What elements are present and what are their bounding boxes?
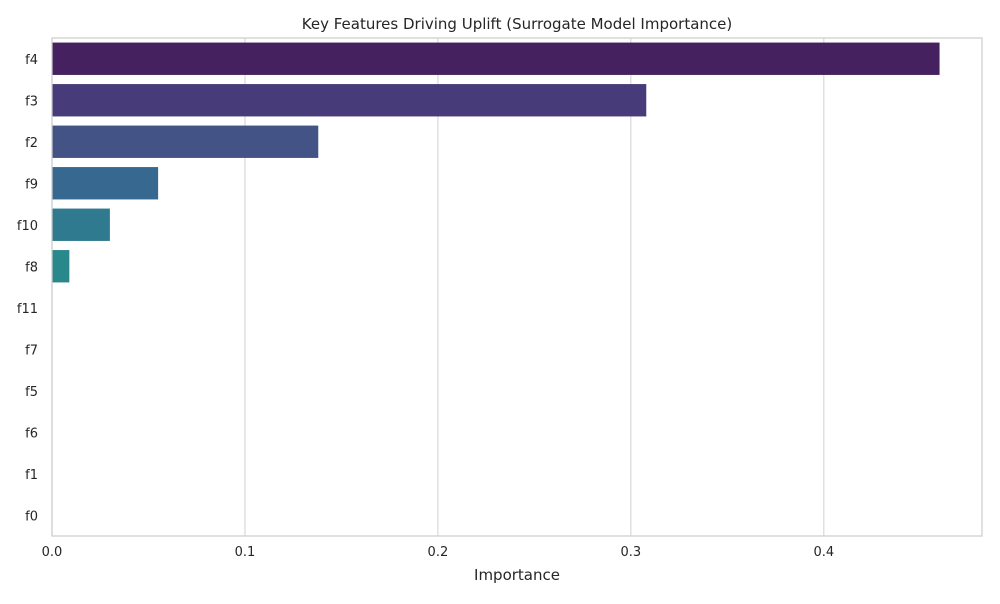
y-tick-label-f8: f8 — [25, 260, 38, 275]
y-tick-label-f4: f4 — [25, 53, 38, 68]
y-tick-label-f0: f0 — [25, 509, 38, 524]
y-tick-label-f3: f3 — [25, 94, 38, 109]
y-tick-label-f10: f10 — [17, 219, 38, 234]
y-tick-labels: f4 f3 f2 f9 f10 f8 f11 f7 f5 f6 f1 f0 — [17, 53, 38, 525]
bar-f2 — [52, 125, 319, 158]
x-tick-label: 0.0 — [42, 545, 63, 560]
x-tick-label: 0.4 — [813, 545, 834, 560]
x-tick-label: 0.2 — [428, 545, 449, 560]
y-tick-label-f9: f9 — [25, 177, 38, 192]
y-tick-label-f1: f1 — [25, 468, 38, 483]
bar-f9 — [52, 167, 159, 200]
bar-f10 — [52, 208, 110, 241]
y-tick-label-f2: f2 — [25, 136, 38, 151]
y-tick-label-f11: f11 — [17, 302, 38, 317]
y-tick-label-f7: f7 — [25, 343, 38, 358]
x-tick-label: 0.3 — [620, 545, 641, 560]
x-axis-label: Importance — [474, 566, 560, 584]
plot-frame — [51, 37, 983, 537]
y-tick-label-f5: f5 — [25, 385, 38, 400]
chart-title: Key Features Driving Uplift (Surrogate M… — [302, 15, 732, 33]
bar-f4 — [52, 42, 940, 75]
bars — [52, 42, 940, 283]
x-tick-label: 0.1 — [235, 545, 256, 560]
bar-f8 — [52, 250, 70, 283]
bar-f3 — [52, 84, 647, 117]
x-tick-labels: 0.0 0.1 0.2 0.3 0.4 — [42, 545, 834, 560]
y-tick-label-f6: f6 — [25, 426, 38, 441]
